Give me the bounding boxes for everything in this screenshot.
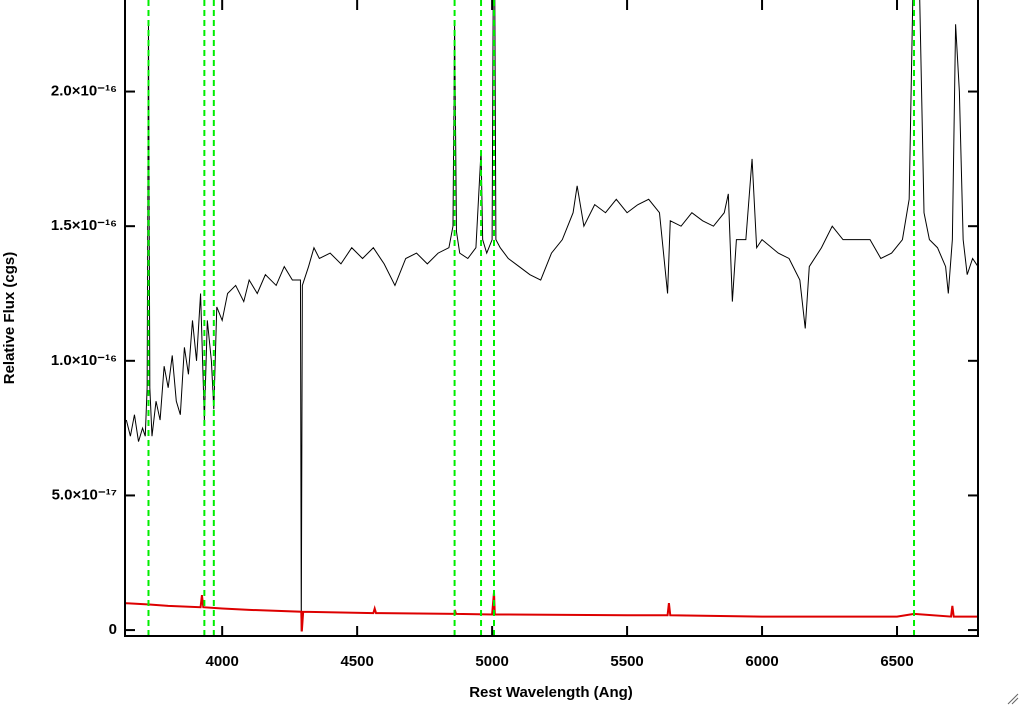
- x-tick-label: 5500: [610, 653, 643, 670]
- plot-frame: [124, 0, 979, 637]
- y-tick-label: 1.0×10⁻¹⁶: [51, 352, 117, 369]
- x-tick-label: 6500: [880, 653, 913, 670]
- series-line: [125, 0, 978, 632]
- y-tick-label: 5.0×10⁻¹⁷: [52, 486, 117, 503]
- x-axis-title: Rest Wavelength (Ang): [469, 684, 633, 701]
- plot-area: [125, 0, 978, 636]
- x-tick-label: 4500: [340, 653, 373, 670]
- series-line: [125, 592, 978, 632]
- x-tick-label: 4000: [205, 653, 238, 670]
- y-tick-label: 2.0×10⁻¹⁶: [51, 83, 117, 100]
- y-axis-title: Relative Flux (cgs): [1, 252, 18, 385]
- y-tick-label: 1.5×10⁻¹⁶: [51, 217, 117, 234]
- x-tick-label: 5000: [475, 653, 508, 670]
- y-tick-label: 0: [109, 621, 117, 638]
- x-tick-label: 6000: [745, 653, 778, 670]
- resize-grip: [1007, 693, 1019, 705]
